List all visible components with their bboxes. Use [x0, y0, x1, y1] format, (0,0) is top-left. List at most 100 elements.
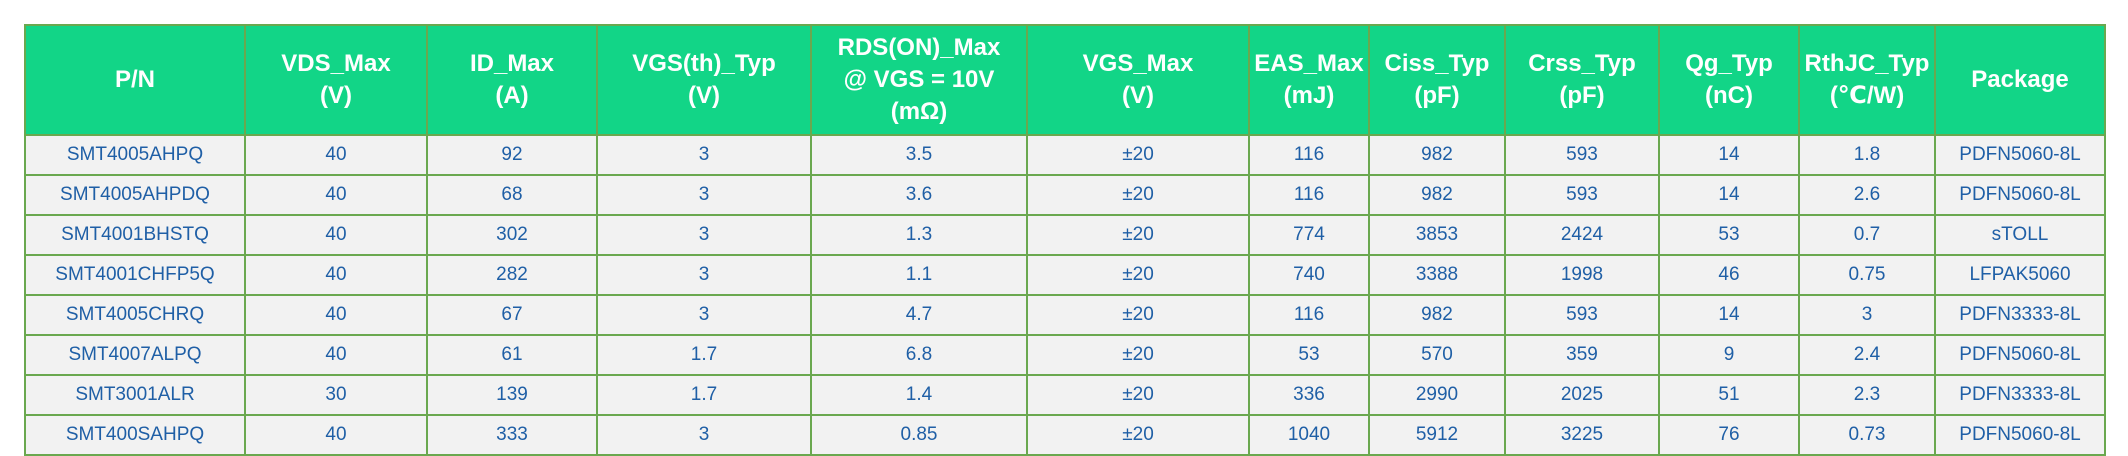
column-header-crss-typ: Crss_Typ (pF) [1504, 24, 1660, 136]
cell-qg-typ: 46 [1658, 254, 1800, 296]
table-row: SMT4005AHPQ 40 92 3 3.5 ±20 116 982 593 14 1.8 PDFN… [24, 134, 2106, 176]
column-header-line: (V) [688, 82, 720, 109]
cell-qg-typ: 76 [1658, 414, 1800, 456]
column-header-ciss-typ: Ciss_Typ (pF) [1368, 24, 1506, 136]
column-header-rthjc-typ: RthJC_Typ (℃/W) [1798, 24, 1936, 136]
column-header-line: ID_Max [469, 50, 555, 77]
cell-crss-typ: 593 [1504, 294, 1660, 336]
cell-id-max: 302 [426, 214, 598, 256]
column-header-line: (V) [320, 82, 352, 109]
cell-rthjc-typ: 0.7 [1798, 214, 1936, 256]
cell-package: sTOLL [1934, 214, 2106, 256]
cell-vds-max: 40 [244, 214, 428, 256]
cell-rthjc-typ: 2.4 [1798, 334, 1936, 376]
cell-part-number: SMT4001CHFP5Q [24, 254, 246, 296]
cell-rthjc-typ: 2.6 [1798, 174, 1936, 216]
cell-rds-on-max: 3.6 [810, 174, 1028, 216]
cell-rthjc-typ: 1.8 [1798, 134, 1936, 176]
cell-eas-max: 1040 [1248, 414, 1370, 456]
cell-vds-max: 40 [244, 334, 428, 376]
cell-rthjc-typ: 2.3 [1798, 374, 1936, 416]
cell-vgs-max: ±20 [1026, 334, 1250, 376]
cell-crss-typ: 2424 [1504, 214, 1660, 256]
cell-vds-max: 40 [244, 294, 428, 336]
cell-id-max: 333 [426, 414, 598, 456]
cell-vds-max: 40 [244, 414, 428, 456]
cell-rds-on-max: 1.1 [810, 254, 1028, 296]
column-header-part-number: P/N [24, 24, 246, 136]
cell-package: PDFN5060-8L [1934, 134, 2106, 176]
cell-qg-typ: 51 [1658, 374, 1800, 416]
column-header-line: @ VGS = 10V [843, 66, 995, 93]
column-header-line: (℃/W) [1829, 82, 1905, 109]
cell-eas-max: 116 [1248, 174, 1370, 216]
cell-crss-typ: 1998 [1504, 254, 1660, 296]
cell-eas-max: 336 [1248, 374, 1370, 416]
cell-part-number: SMT400SAHPQ [24, 414, 246, 456]
cell-rds-on-max: 4.7 [810, 294, 1028, 336]
cell-vgs-th-typ: 3 [596, 134, 812, 176]
cell-rds-on-max: 6.8 [810, 334, 1028, 376]
cell-ciss-typ: 3388 [1368, 254, 1506, 296]
column-header-package: Package [1934, 24, 2106, 136]
column-header-eas-max: EAS_Max (mJ) [1248, 24, 1370, 136]
column-header-line: Ciss_Typ [1384, 50, 1490, 77]
cell-vgs-th-typ: 3 [596, 254, 812, 296]
column-header-id-max: ID_Max (A) [426, 24, 598, 136]
table-row: SMT4005CHRQ 40 67 3 4.7 ±20 116 982 593 14 3 PDFN33… [24, 294, 2106, 336]
cell-vgs-max: ±20 [1026, 254, 1250, 296]
column-header-rds-on-max: RDS(ON)_Max @ VGS = 10V (mΩ) [810, 24, 1028, 136]
column-header-vgs-th-typ: VGS(th)_Typ (V) [596, 24, 812, 136]
column-header-line: (A) [495, 82, 529, 109]
column-header-line: (mΩ) [890, 98, 948, 125]
cell-part-number: SMT3001ALR [24, 374, 246, 416]
column-header-qg-typ: Qg_Typ (nC) [1658, 24, 1800, 136]
cell-vds-max: 40 [244, 174, 428, 216]
cell-id-max: 68 [426, 174, 598, 216]
cell-rthjc-typ: 3 [1798, 294, 1936, 336]
cell-package: PDFN3333-8L [1934, 294, 2106, 336]
column-header-line: RDS(ON)_Max [837, 34, 1001, 61]
cell-vgs-max: ±20 [1026, 214, 1250, 256]
table-row: SMT4001BHSTQ 40 302 3 1.3 ±20 774 3853 2424 53 0.7… [24, 214, 2106, 256]
spec-table-container: P/N VDS_Max (V) ID_Max (A) VGS(th)_Typ (V) RDS(… [24, 24, 2106, 456]
cell-rds-on-max: 1.4 [810, 374, 1028, 416]
cell-vgs-th-typ: 1.7 [596, 334, 812, 376]
cell-vds-max: 30 [244, 374, 428, 416]
table-row: SMT3001ALR 30 139 1.7 1.4 ±20 336 2990 2025 51 2.3… [24, 374, 2106, 416]
cell-vgs-th-typ: 3 [596, 214, 812, 256]
column-header-line: (V) [1122, 82, 1154, 109]
cell-package: PDFN5060-8L [1934, 414, 2106, 456]
cell-package: PDFN3333-8L [1934, 374, 2106, 416]
cell-id-max: 67 [426, 294, 598, 336]
cell-vds-max: 40 [244, 254, 428, 296]
cell-qg-typ: 14 [1658, 174, 1800, 216]
cell-package: PDFN5060-8L [1934, 334, 2106, 376]
table-row: SMT4001CHFP5Q 40 282 3 1.1 ±20 740 3388 1998 46 0.… [24, 254, 2106, 296]
cell-crss-typ: 359 [1504, 334, 1660, 376]
column-header-line: Qg_Typ [1685, 50, 1773, 77]
table-header: P/N VDS_Max (V) ID_Max (A) VGS(th)_Typ (V) RDS(… [24, 24, 2106, 136]
cell-vgs-max: ±20 [1026, 174, 1250, 216]
mosfet-spec-table: P/N VDS_Max (V) ID_Max (A) VGS(th)_Typ (V) RDS(… [24, 24, 2106, 456]
cell-vgs-max: ±20 [1026, 414, 1250, 456]
cell-ciss-typ: 5912 [1368, 414, 1506, 456]
cell-eas-max: 116 [1248, 294, 1370, 336]
cell-part-number: SMT4007ALPQ [24, 334, 246, 376]
cell-package: LFPAK5060 [1934, 254, 2106, 296]
cell-part-number: SMT4005CHRQ [24, 294, 246, 336]
cell-rds-on-max: 3.5 [810, 134, 1028, 176]
cell-eas-max: 53 [1248, 334, 1370, 376]
table-row: SMT4007ALPQ 40 61 1.7 6.8 ±20 53 570 359 9 2.4 PDFN… [24, 334, 2106, 376]
cell-crss-typ: 3225 [1504, 414, 1660, 456]
column-header-line: (nC) [1705, 82, 1753, 109]
cell-part-number: SMT4001BHSTQ [24, 214, 246, 256]
column-header-line: Crss_Typ [1528, 50, 1636, 77]
cell-rds-on-max: 0.85 [810, 414, 1028, 456]
column-header-line: VGS_Max [1082, 50, 1194, 77]
cell-qg-typ: 53 [1658, 214, 1800, 256]
cell-eas-max: 774 [1248, 214, 1370, 256]
cell-eas-max: 116 [1248, 134, 1370, 176]
cell-vgs-th-typ: 3 [596, 294, 812, 336]
cell-qg-typ: 14 [1658, 134, 1800, 176]
